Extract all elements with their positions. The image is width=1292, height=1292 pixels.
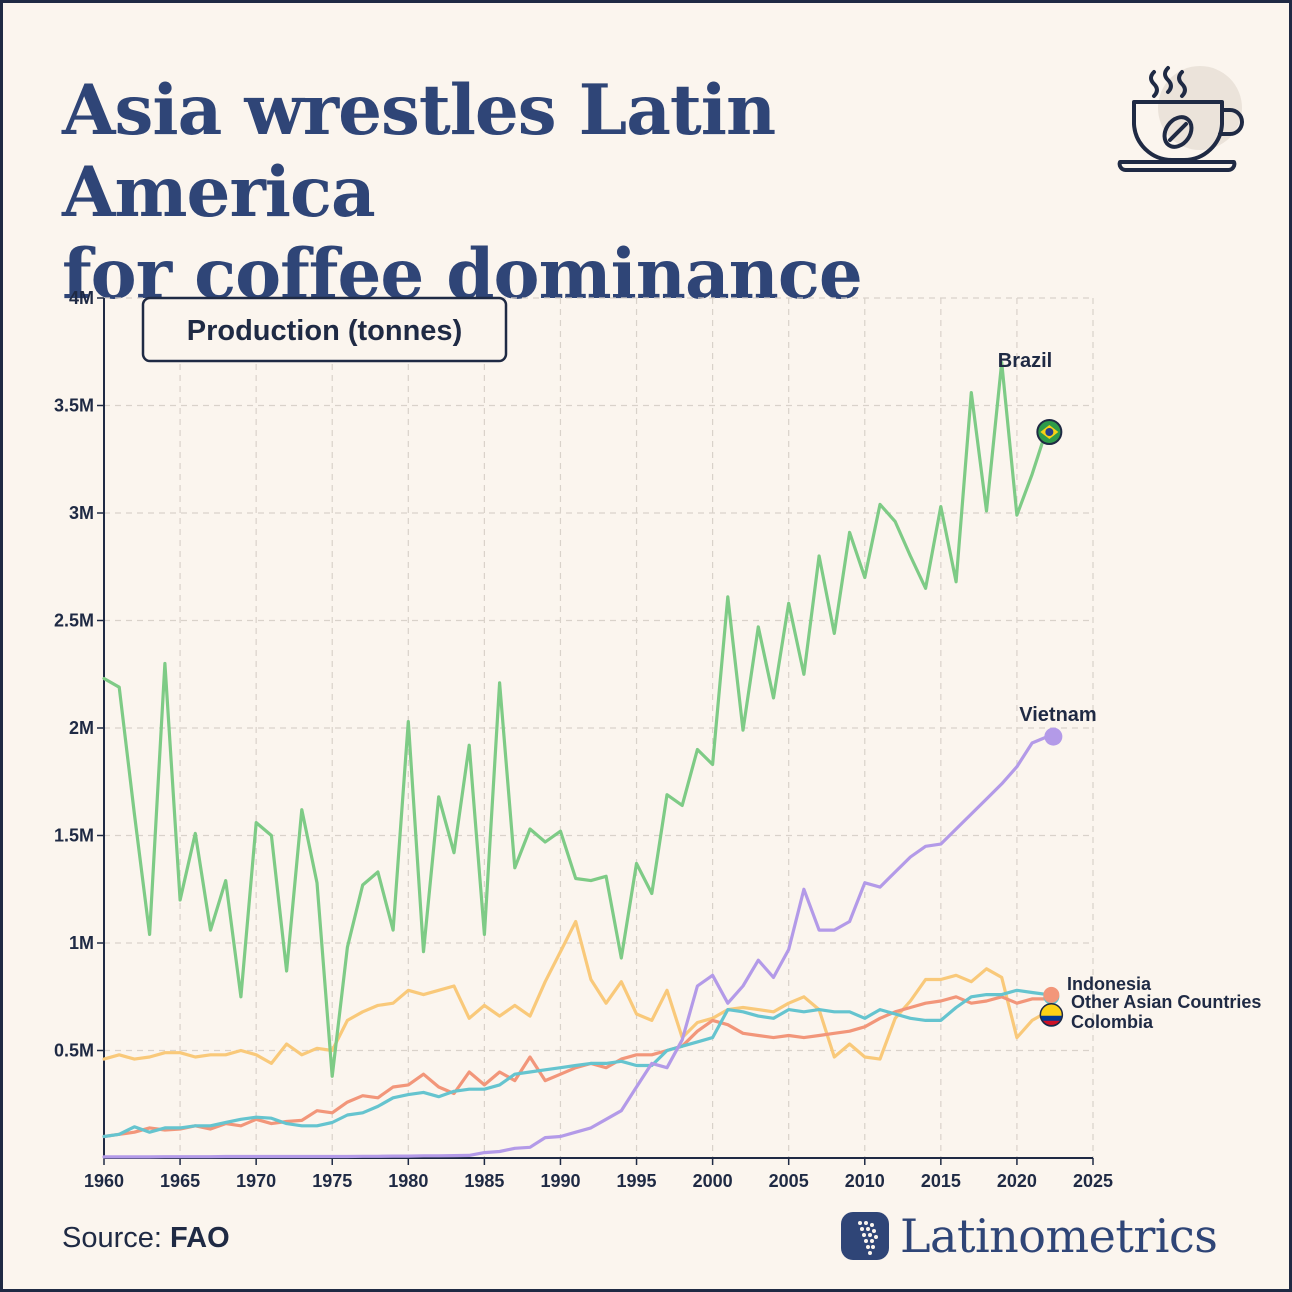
label-indonesia: Indonesia [1067,974,1152,994]
x-tick-label: 2025 [1073,1171,1113,1191]
y-tick-label: 2.5M [54,611,94,631]
latin-america-map-icon [841,1212,889,1260]
y-tick-label: 3M [69,503,94,523]
y-tick-label: 0.5M [54,1041,94,1061]
x-tick-label: 1975 [312,1171,352,1191]
series-end-dot-other-asian-countries [1043,986,1060,1003]
series-end-dot-vietnam [1044,727,1063,746]
x-tick-label: 1985 [464,1171,504,1191]
y-tick-label: 4M [69,288,94,308]
x-tick-label: 2005 [769,1171,809,1191]
chart-series [102,360,1050,1159]
series-line-indonesia [102,988,1050,1139]
y-tick-label: 1M [69,933,94,953]
label-vietnam: Vietnam [1019,704,1096,726]
x-tick-label: 2000 [693,1171,733,1191]
x-tick-label: 2020 [997,1171,1037,1191]
coffee-cup-icon [1117,66,1244,172]
brand-name: Latinometrics [900,1209,1218,1263]
series-line-brazil [102,360,1050,1078]
label-brazil: Brazil [998,350,1052,372]
label-other-asian-countries: Other Asian Countries [1071,992,1261,1012]
x-tick-label: 1970 [236,1171,276,1191]
x-tick-label: 2015 [921,1171,961,1191]
chart-title: Production (tonnes) [187,315,462,347]
series-line-vietnam [102,734,1050,1159]
x-tick-label: 1960 [84,1171,124,1191]
x-tick-label: 1965 [160,1171,200,1191]
title-line-1: Asia wrestles Latin America [62,70,776,233]
x-tick-label: 1980 [388,1171,428,1191]
y-tick-label: 1.5M [54,826,94,846]
x-tick-label: 1990 [540,1171,580,1191]
chart-grid [104,297,1094,1158]
y-tick-label: 2M [69,718,94,738]
source-label: Source: [62,1222,162,1254]
x-tick-label: 2010 [845,1171,885,1191]
colombia-flag-icon [1039,1003,1064,1027]
x-axis-ticks: 1960 1965 1970 1975 1980 1985 1990 1995 2000 2005… [84,1158,1113,1191]
brand-logo: Latinometrics [840,1206,1218,1266]
series-line-colombia [102,919,1050,1066]
y-axis-ticks: 0.5M 1M 1.5M 2M 2.5M 3M 3.5M 4M [54,288,104,1061]
series-end-markers [1036,419,1064,1027]
brazil-flag-icon [1036,419,1063,445]
x-tick-label: 1995 [617,1171,657,1191]
y-tick-label: 3.5M [54,396,94,416]
source-name: FAO [170,1222,230,1254]
label-colombia: Colombia [1071,1012,1154,1032]
chart-title-box: Production (tonnes) [141,296,508,363]
source-note: Source: FAO [62,1222,230,1255]
